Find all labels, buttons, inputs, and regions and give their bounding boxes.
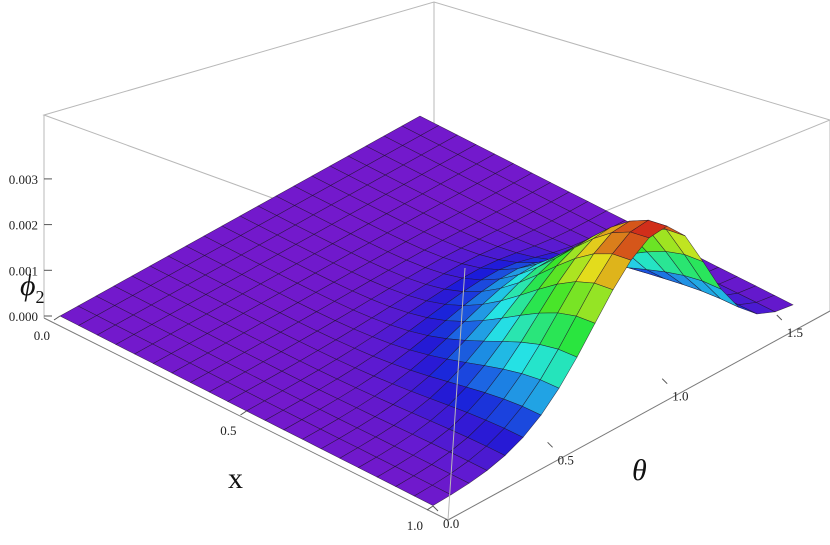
theta-tick-label: 1.0 bbox=[672, 389, 688, 404]
x-tick-mark bbox=[240, 410, 247, 416]
theta-tick-mark bbox=[547, 441, 553, 448]
z-axis-title: ϕ2 bbox=[20, 269, 45, 307]
surface-cell bbox=[413, 484, 452, 506]
axis-ticks: 0.0 0.5 1.0 0.0 0.5 1.0 1.5 0.000 0.001 0.002 0.00… bbox=[9, 172, 803, 533]
z-axis-title-sub: 2 bbox=[36, 287, 45, 307]
theta-tick-label: 0.5 bbox=[558, 452, 574, 467]
theta-tick-label: 1.5 bbox=[787, 325, 803, 340]
theta-axis-title: θ bbox=[632, 454, 647, 487]
theta-tick-label: 0.0 bbox=[443, 516, 459, 531]
theta-tick-mark bbox=[432, 505, 439, 512]
x-tick-mark bbox=[53, 315, 61, 321]
theta-tick-mark bbox=[661, 378, 668, 385]
surface-mesh bbox=[59, 115, 794, 506]
theta-tick-mark bbox=[776, 314, 783, 321]
x-tick-mark bbox=[426, 505, 434, 511]
z-tick-label: 0.003 bbox=[9, 172, 38, 187]
z-axis-title-main: ϕ bbox=[20, 269, 36, 302]
z-tick-label: 0.000 bbox=[9, 309, 38, 324]
bounding-box-front bbox=[43, 267, 830, 521]
x-tick-label: 0.5 bbox=[220, 423, 236, 438]
x-tick-label: 1.0 bbox=[407, 518, 423, 533]
z-tick-label: 0.001 bbox=[9, 263, 38, 278]
z-tick-label: 0.002 bbox=[9, 218, 38, 233]
x-tick-label: 0.0 bbox=[34, 328, 50, 343]
x-axis-title: x bbox=[228, 462, 243, 495]
